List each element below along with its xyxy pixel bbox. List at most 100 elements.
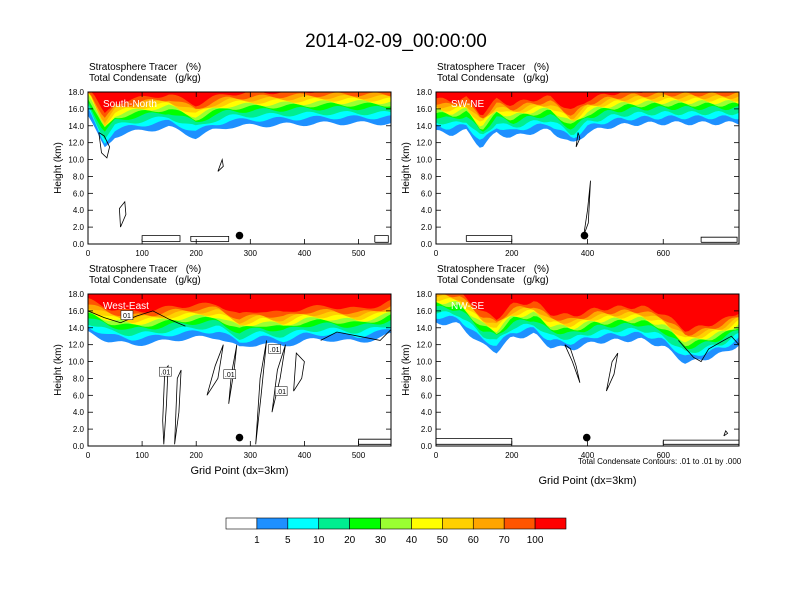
location-marker bbox=[580, 231, 589, 240]
panel-1-label-condensate: Total Condensate (g/kg) bbox=[89, 73, 201, 84]
cross-section-label: NW-SE bbox=[451, 301, 484, 312]
condensate-contours bbox=[436, 335, 739, 445]
contour-label: .01 bbox=[161, 370, 171, 377]
condensate-contours bbox=[465, 132, 738, 243]
y-tick-label: 8.0 bbox=[73, 172, 85, 181]
condensate-contours bbox=[98, 132, 389, 243]
contour-line bbox=[583, 180, 591, 236]
colorbar-swatch bbox=[503, 517, 536, 530]
y-tick-label: 16.0 bbox=[416, 307, 432, 316]
x-tick-label: 200 bbox=[190, 451, 204, 460]
contour-line bbox=[206, 344, 224, 396]
colorbar-label: 5 bbox=[285, 535, 291, 546]
colorbar-label: 70 bbox=[499, 535, 511, 546]
panel-3-label-tracer: Stratosphere Tracer (%) bbox=[89, 264, 202, 275]
y-axis-label: Height (km) bbox=[53, 142, 64, 194]
x-tick-label: 400 bbox=[298, 249, 312, 258]
panel-1: South-North 0.0 2.0 4.0 6.0 8.0 10.0 12.0 14.0 16… bbox=[53, 88, 392, 258]
colorbar-swatch bbox=[442, 517, 474, 530]
plot-frame bbox=[87, 293, 392, 447]
y-tick-label: 10.0 bbox=[68, 156, 84, 165]
contour-label-box bbox=[159, 366, 172, 377]
colorbar-swatch bbox=[318, 517, 350, 530]
colorbar-swatch bbox=[380, 517, 412, 530]
x-tick-label: 400 bbox=[581, 451, 595, 460]
x-tick-label: 600 bbox=[657, 451, 671, 460]
y-tick-label: 8.0 bbox=[421, 374, 433, 383]
x-tick-label: 0 bbox=[86, 249, 91, 258]
y-tick-label: 2.0 bbox=[73, 425, 85, 434]
x-tick-label: 200 bbox=[505, 451, 519, 460]
y-tick-label: 2.0 bbox=[421, 223, 433, 232]
tracer-band-9 bbox=[88, 92, 391, 118]
y-tick-label: 6.0 bbox=[421, 391, 433, 400]
location-marker bbox=[235, 231, 244, 240]
contour-line bbox=[255, 340, 267, 445]
page-title: 2014-02-09_00:00:00 bbox=[305, 31, 487, 52]
contour-line bbox=[141, 235, 181, 242]
colorbar-swatch bbox=[472, 517, 505, 530]
panel-2: SW-NE 0.0 2.0 4.0 6.0 8.0 10.0 12.0 14.0 16.0 18.0… bbox=[401, 88, 740, 258]
y-tick-label: 14.0 bbox=[416, 324, 432, 333]
y-tick-label: 2.0 bbox=[73, 223, 85, 232]
y-tick-label: 4.0 bbox=[73, 206, 85, 215]
colorbar-label: 10 bbox=[313, 535, 325, 546]
tracer-band-10 bbox=[88, 294, 391, 314]
y-tick-label: 12.0 bbox=[68, 139, 84, 148]
colorbar-label: 40 bbox=[406, 535, 418, 546]
contour-line bbox=[293, 352, 305, 392]
y-axis-label: Height (km) bbox=[53, 344, 64, 396]
contour-label: .01 bbox=[276, 389, 286, 396]
x-tick-label: 100 bbox=[135, 451, 149, 460]
colorbar-label: 60 bbox=[468, 535, 480, 546]
tracer-fill bbox=[436, 92, 739, 148]
contour-line bbox=[98, 132, 111, 159]
panel-4: NW-SE 0.0 2.0 4.0 6.0 8.0 10.0 12.0 14.0 16.0 18.0… bbox=[401, 290, 740, 487]
contour-label-box bbox=[223, 369, 237, 379]
y-tick-label: 12.0 bbox=[416, 139, 432, 148]
tracer-fill bbox=[436, 294, 739, 364]
contour-line bbox=[118, 200, 127, 228]
contour-line bbox=[575, 132, 581, 148]
y-tick-label: 18.0 bbox=[68, 88, 84, 97]
x-tick-label: 0 bbox=[434, 451, 439, 460]
contour-line bbox=[190, 236, 230, 242]
contour-line bbox=[678, 335, 739, 363]
x-tick-label: 400 bbox=[581, 249, 595, 258]
panel-4-label-condensate: Total Condensate (g/kg) bbox=[437, 275, 549, 286]
tracer-band-10 bbox=[88, 92, 391, 113]
contour-line bbox=[723, 429, 729, 437]
contour-line bbox=[228, 344, 238, 404]
contour-line bbox=[320, 329, 391, 341]
contour-label-box bbox=[120, 310, 134, 320]
y-tick-label: 0.0 bbox=[73, 240, 85, 249]
colorbar-label: 1 bbox=[254, 535, 260, 546]
contour-line bbox=[374, 235, 389, 243]
y-tick-label: 12.0 bbox=[416, 341, 432, 350]
y-tick-label: 14.0 bbox=[68, 122, 84, 131]
y-tick-label: 12.0 bbox=[68, 341, 84, 350]
contour-label-box bbox=[274, 386, 288, 396]
cross-section-label: West-East bbox=[103, 301, 149, 312]
x-axis-label: Grid Point (dx=3km) bbox=[538, 475, 636, 487]
colorbar: 1 5 10 20 30 40 50 60 70 100 bbox=[225, 517, 567, 546]
y-tick-label: 6.0 bbox=[73, 189, 85, 198]
panel-4-label-tracer: Stratosphere Tracer (%) bbox=[437, 264, 550, 275]
tracer-fill bbox=[88, 92, 391, 148]
x-tick-label: 0 bbox=[86, 451, 91, 460]
cross-section-label: South-North bbox=[103, 99, 157, 110]
colorbar-label: 20 bbox=[344, 535, 356, 546]
y-tick-label: 8.0 bbox=[73, 374, 85, 383]
panel-2-label-condensate: Total Condensate (g/kg) bbox=[437, 73, 549, 84]
contour-line bbox=[700, 236, 738, 243]
colorbar-swatch bbox=[411, 517, 443, 530]
x-tick-label: 100 bbox=[135, 249, 149, 258]
colorbar-swatch bbox=[349, 517, 381, 530]
panel-1-label-tracer: Stratosphere Tracer (%) bbox=[89, 62, 202, 73]
contour-label: .01 bbox=[270, 347, 280, 354]
y-tick-label: 18.0 bbox=[68, 290, 84, 299]
x-tick-label: 500 bbox=[352, 451, 366, 460]
contour-line bbox=[217, 158, 224, 172]
